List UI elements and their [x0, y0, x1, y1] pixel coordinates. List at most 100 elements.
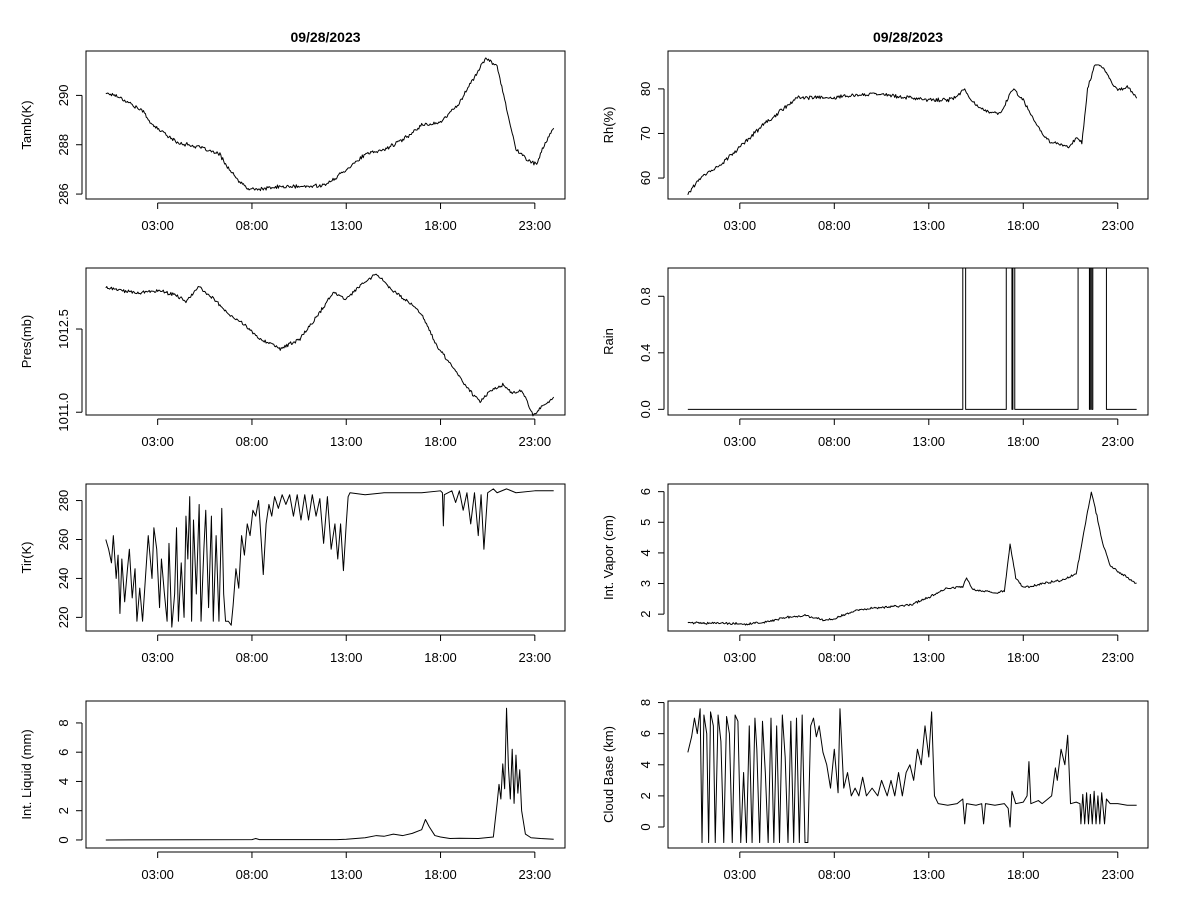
x-tick-label: 18:00	[1007, 867, 1040, 882]
y-tick-label: 2	[638, 611, 653, 618]
y-tick-label: 260	[56, 529, 71, 551]
panel-5: Tir(K) 220 240 260 280 03:00 08:00 13:00 18:00 23…	[19, 483, 566, 665]
plot-frame	[85, 50, 566, 200]
x-tick-label: 23:00	[1101, 650, 1134, 665]
plot-frame	[85, 267, 566, 416]
y-tick-label: 4	[638, 761, 653, 768]
x-tick-label: 18:00	[1007, 218, 1040, 233]
x-tick-label: 03:00	[724, 650, 757, 665]
x-tick-label: 08:00	[236, 650, 269, 665]
x-tick-label: 13:00	[330, 218, 363, 233]
y-tick-label: 60	[638, 171, 653, 185]
y-tick-label: 6	[638, 730, 653, 737]
series-line	[687, 708, 1137, 844]
y-tick-label: 2	[638, 792, 653, 799]
y-tick-label: 3	[638, 580, 653, 587]
y-axis-label: Rh(%)	[601, 107, 616, 144]
x-tick-label: 08:00	[818, 218, 851, 233]
panel-2: 09/28/2023 Rh(%) 60 70 80 03:00 08:00 13:00 18:0…	[601, 29, 1149, 233]
x-tick-label: 13:00	[330, 434, 363, 449]
panel-1: 09/28/2023 Tamb(K) 286 288 290 03:00 08:00 13:0…	[19, 29, 566, 233]
y-tick-label: 220	[56, 607, 71, 629]
panel-6: Int. Vapor (cm) 2 3 4 5 6 03:00 08:00 13:00 18:00…	[601, 483, 1149, 665]
x-tick-label: 08:00	[236, 867, 269, 882]
x-tick-label: 03:00	[141, 434, 174, 449]
y-tick-label: 80	[638, 82, 653, 96]
y-tick-label: 286	[56, 183, 71, 205]
x-tick-label: 08:00	[818, 434, 851, 449]
x-tick-label: 18:00	[424, 650, 457, 665]
y-tick-label: 280	[56, 490, 71, 512]
y-axis-label: Cloud Base (km)	[601, 726, 616, 823]
x-tick-label: 03:00	[141, 867, 174, 882]
x-tick-label: 13:00	[913, 218, 946, 233]
x-tick-label: 08:00	[236, 434, 269, 449]
y-tick-label: 70	[638, 126, 653, 140]
x-tick-label: 13:00	[330, 867, 363, 882]
x-tick-label: 23:00	[519, 650, 552, 665]
y-axis-label: Int. Vapor (cm)	[601, 515, 616, 600]
y-tick-label: 8	[638, 699, 653, 706]
x-tick-label: 18:00	[1007, 434, 1040, 449]
x-tick-label: 08:00	[818, 650, 851, 665]
y-tick-label: 0.4	[638, 344, 653, 362]
y-tick-label: 290	[56, 85, 71, 107]
x-tick-label: 23:00	[1101, 218, 1134, 233]
x-tick-label: 23:00	[1101, 434, 1134, 449]
y-tick-label: 288	[56, 134, 71, 156]
x-tick-label: 13:00	[330, 650, 363, 665]
panel-8: Cloud Base (km) 0 2 4 6 8 03:00 08:00 13:00 18:00…	[601, 699, 1149, 882]
y-tick-label: 1011.0	[56, 393, 71, 432]
x-tick-label: 18:00	[1007, 650, 1040, 665]
x-tick-label: 03:00	[724, 434, 757, 449]
plot-frame	[85, 483, 566, 632]
y-axis-label: Int. Liquid (mm)	[19, 729, 34, 819]
y-tick-label: 240	[56, 568, 71, 590]
y-axis-label: Tamb(K)	[19, 100, 34, 149]
y-tick-label: 0	[638, 823, 653, 830]
y-axis-label: Tir(K)	[19, 541, 34, 573]
x-tick-label: 23:00	[519, 434, 552, 449]
y-tick-label: 4	[56, 778, 71, 785]
y-axis-label: Rain	[601, 328, 616, 355]
panel-4: Rain 0.0 0.4 0.8 03:00 08:00 13:00 18:00 23:00	[601, 267, 1149, 449]
panel-title: 09/28/2023	[873, 29, 943, 45]
series-line	[687, 491, 1137, 626]
series-line	[687, 64, 1138, 196]
y-tick-label: 8	[56, 719, 71, 726]
y-axis-label: Pres(mb)	[19, 315, 34, 368]
plot-frame	[667, 50, 1149, 200]
panel-3: Pres(mb) 1011.0 1012.5 03:00 08:00 13:00 18:00…	[19, 267, 566, 449]
y-tick-label: 2	[56, 807, 71, 814]
x-tick-label: 13:00	[913, 867, 946, 882]
plot-frame	[667, 700, 1149, 849]
x-tick-label: 13:00	[913, 434, 946, 449]
x-tick-label: 18:00	[424, 218, 457, 233]
x-tick-label: 23:00	[1101, 867, 1134, 882]
y-tick-label: 6	[56, 749, 71, 756]
y-tick-label: 0.8	[638, 287, 653, 305]
series-line	[687, 267, 1137, 410]
plot-frame	[667, 267, 1149, 416]
x-tick-label: 03:00	[724, 867, 757, 882]
series-line	[105, 488, 554, 628]
x-tick-label: 08:00	[818, 867, 851, 882]
x-tick-label: 18:00	[424, 867, 457, 882]
y-tick-label: 5	[638, 519, 653, 526]
plot-frame	[85, 700, 566, 849]
series-line	[105, 273, 555, 417]
panel-title: 09/28/2023	[290, 29, 360, 45]
x-tick-label: 03:00	[141, 650, 174, 665]
panel-7: Int. Liquid (mm) 0 2 4 6 8 03:00 08:00 13:00 18:0…	[19, 700, 566, 882]
y-tick-label: 1012.5	[56, 309, 71, 349]
x-tick-label: 13:00	[913, 650, 946, 665]
y-tick-label: 4	[638, 549, 653, 556]
x-tick-label: 03:00	[141, 218, 174, 233]
x-tick-label: 23:00	[519, 218, 552, 233]
y-tick-label: 6	[638, 488, 653, 495]
x-tick-label: 18:00	[424, 434, 457, 449]
x-tick-label: 23:00	[519, 867, 552, 882]
series-line	[105, 57, 555, 192]
